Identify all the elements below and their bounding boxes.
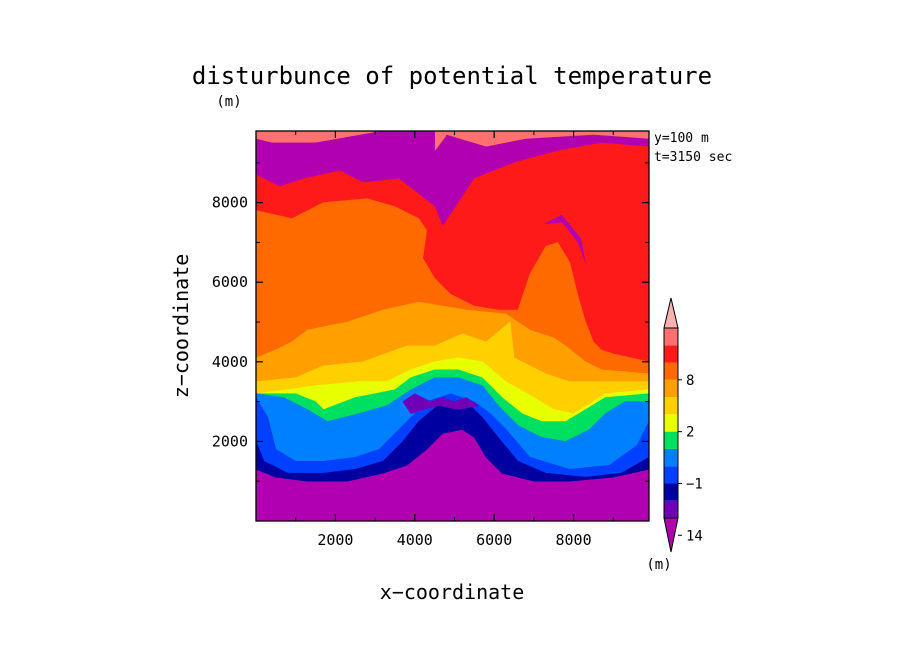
x-tick-label: 6000 <box>476 531 512 549</box>
x-tick-label: 8000 <box>556 531 592 549</box>
colorbar-bin <box>664 466 678 484</box>
colorbar-tick-label: 2 <box>686 425 694 441</box>
colorbar-bin <box>664 500 678 518</box>
x-axis: 2000 4000 6000 8000 <box>295 131 614 549</box>
y-tick-label: 8000 <box>212 194 248 212</box>
colorbar-tick-label: −1 <box>686 476 703 492</box>
colorbar-top-arrow <box>663 297 679 329</box>
colorbar-bin <box>664 397 678 415</box>
x-axis-label: x−coordinate <box>380 580 525 604</box>
colorbar-bin <box>664 362 678 380</box>
y-axis: 2000 4000 6000 8000 <box>212 162 649 482</box>
colorbar-bin <box>664 414 678 432</box>
colorbar-bin <box>664 483 678 501</box>
contour-fills <box>256 131 649 482</box>
y-tick-label: 2000 <box>212 432 248 450</box>
y-tick-label: 6000 <box>212 273 248 291</box>
colorbar: 14 8 2 −1 <box>663 297 703 553</box>
plot-frame <box>255 130 650 522</box>
colorbar-tick-label: 8 <box>686 373 694 389</box>
y-unit-label: (m) <box>216 94 241 110</box>
colorbar-unit-label: (m) <box>646 557 671 573</box>
contour-region-12 <box>402 393 480 414</box>
y-axis-label: z−coordinate <box>169 254 193 399</box>
colorbar-tick-label: 14 <box>686 528 703 544</box>
contour-region-11 <box>256 401 649 482</box>
colorbar-bin <box>664 448 678 467</box>
x-tick-label: 2000 <box>317 531 353 549</box>
colorbar-bottom-arrow <box>663 517 679 553</box>
colorbar-bin <box>664 379 678 398</box>
annotation-t: t=3150 sec <box>654 150 732 165</box>
colorbar-bin <box>664 328 678 346</box>
annotation-y: y=100 m <box>654 131 709 146</box>
chart-title: disturbunce of potential temperature <box>192 62 712 90</box>
colorbar-bin <box>664 345 678 363</box>
y-tick-label: 4000 <box>212 353 248 371</box>
colorbar-bin <box>664 431 678 449</box>
colorbar-frame <box>663 327 679 519</box>
x-tick-label: 4000 <box>397 531 433 549</box>
